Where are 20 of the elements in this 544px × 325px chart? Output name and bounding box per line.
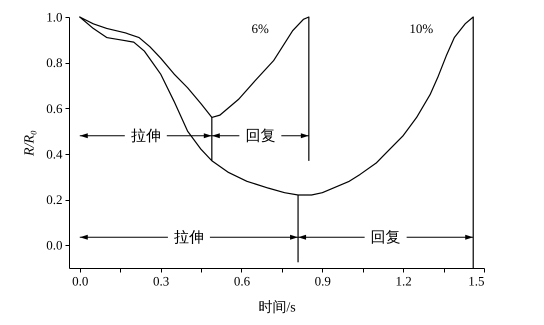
y-axis-title: R/R₀: [22, 130, 38, 157]
x-tick-label: 0.9: [314, 274, 331, 288]
annotation: 回复: [245, 128, 276, 145]
x-tick-label: 0.6: [234, 274, 251, 288]
annotation: 回复: [370, 229, 401, 246]
x-tick-label: 0.0: [72, 274, 88, 288]
y-tick-label: 0.6: [46, 100, 63, 116]
x-axis-title: 时间/s: [258, 300, 296, 316]
series-label: 10%: [409, 21, 434, 36]
y-tick-label: 1.0: [46, 10, 62, 24]
x-tick-label: 0.3: [153, 274, 170, 288]
y-tick-label: 0.2: [46, 192, 62, 208]
y-tick-label: 0.0: [46, 238, 62, 253]
y-tick-label: 0.8: [46, 55, 62, 70]
x-tick-label: 1.2: [396, 274, 412, 288]
y-tick-label: 0.4: [46, 146, 63, 162]
series-label: 6%: [251, 21, 269, 36]
annotation: 拉伸: [130, 128, 161, 145]
annotation: 拉伸: [174, 229, 204, 246]
x-tick-label: 1.5: [468, 274, 484, 288]
